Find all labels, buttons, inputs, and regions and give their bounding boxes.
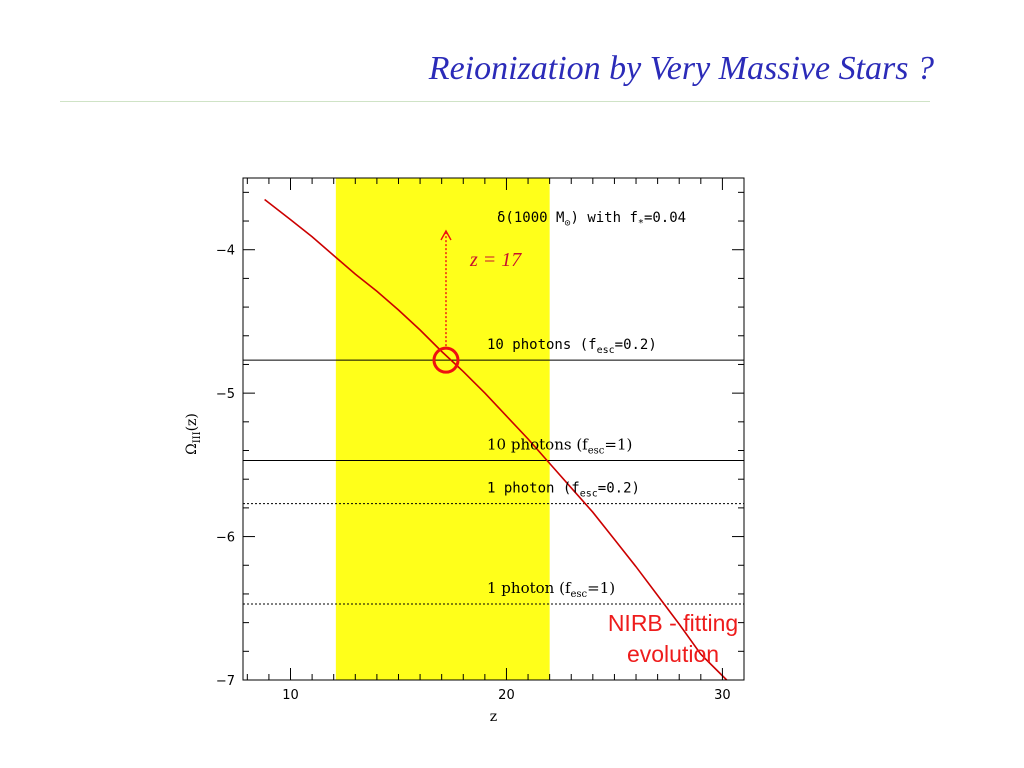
nirb-annotation-line2: evolution bbox=[626, 641, 720, 667]
hline-label-main: 1 photon (f bbox=[487, 579, 572, 597]
hline-label-end: =0.2) bbox=[615, 337, 657, 353]
legend-note-sub: ⊙ bbox=[564, 218, 570, 229]
shaded-band bbox=[335, 178, 550, 680]
axis-ticks bbox=[243, 178, 745, 681]
hline-label-end: =1) bbox=[604, 436, 632, 454]
y-tick-label: −6 bbox=[216, 531, 235, 546]
reference-lines bbox=[243, 359, 744, 605]
x-tick-label: 30 bbox=[714, 688, 731, 703]
y-tick-label: −4 bbox=[216, 244, 235, 259]
hline-label-end: =0.2) bbox=[598, 481, 640, 497]
hline-label-sub: esc bbox=[597, 345, 615, 356]
series-curve bbox=[264, 198, 728, 681]
reference-line-labels: 10 photons (fesc=0.2)10 photons (fesc=1)… bbox=[487, 337, 657, 600]
hline-label-sub: esc bbox=[588, 446, 605, 457]
y-axis-title-rest: (z) bbox=[184, 413, 200, 431]
legend-note-a: δ(1000 M bbox=[497, 210, 564, 226]
hline-label-main: 1 photon (f bbox=[487, 481, 580, 497]
x-axis-title: z bbox=[490, 709, 497, 725]
marker-circle bbox=[432, 346, 460, 374]
hline-label-end: =1) bbox=[587, 579, 615, 597]
legend-note-b: ) with f bbox=[570, 210, 637, 226]
hline-label-sub: esc bbox=[571, 589, 588, 600]
hline-label-one-photon-fesc-1: 1 photon (fesc=1) bbox=[487, 579, 615, 600]
hline-label-ten-photons-fesc-1: 10 photons (fesc=1) bbox=[487, 436, 632, 457]
x-tick-label: 10 bbox=[282, 688, 299, 703]
nirb-annotation-line1: NIRB - fitting bbox=[607, 610, 739, 636]
hline-label-one-photon-fesc-0-2: 1 photon (fesc=0.2) bbox=[487, 481, 640, 500]
nirb-annotation: NIRB - fitting evolution bbox=[568, 608, 778, 670]
slide-title: Reionization by Very Massive Stars ? bbox=[428, 50, 934, 87]
x-tick-label: 20 bbox=[498, 688, 515, 703]
hline-label-main: 10 photons (f bbox=[487, 436, 589, 454]
title-divider bbox=[60, 101, 930, 102]
legend-note-sub2: * bbox=[638, 218, 644, 229]
y-tick-label: −5 bbox=[216, 387, 235, 402]
hline-label-ten-photons-fesc-0-2: 10 photons (fesc=0.2) bbox=[487, 337, 657, 356]
plot-frame bbox=[242, 177, 745, 681]
y-axis-title-sub: III bbox=[192, 431, 203, 443]
legend-note: δ(1000 M⊙) with f*=0.04 bbox=[497, 210, 686, 229]
legend-note-c: =0.04 bbox=[644, 210, 686, 226]
y-axis-title-base: Ω bbox=[184, 443, 200, 455]
hline-label-sub: esc bbox=[580, 489, 598, 500]
hline-label-main: 10 photons (f bbox=[487, 337, 597, 353]
marker-label: z = 17 bbox=[469, 249, 522, 271]
y-axis-title: ΩIII(z) bbox=[184, 413, 203, 455]
tick-labels: 10 20 30 −4 −5 −6 −7 bbox=[216, 244, 731, 703]
marker-arrowhead bbox=[440, 229, 452, 241]
y-tick-label: −7 bbox=[216, 674, 235, 689]
